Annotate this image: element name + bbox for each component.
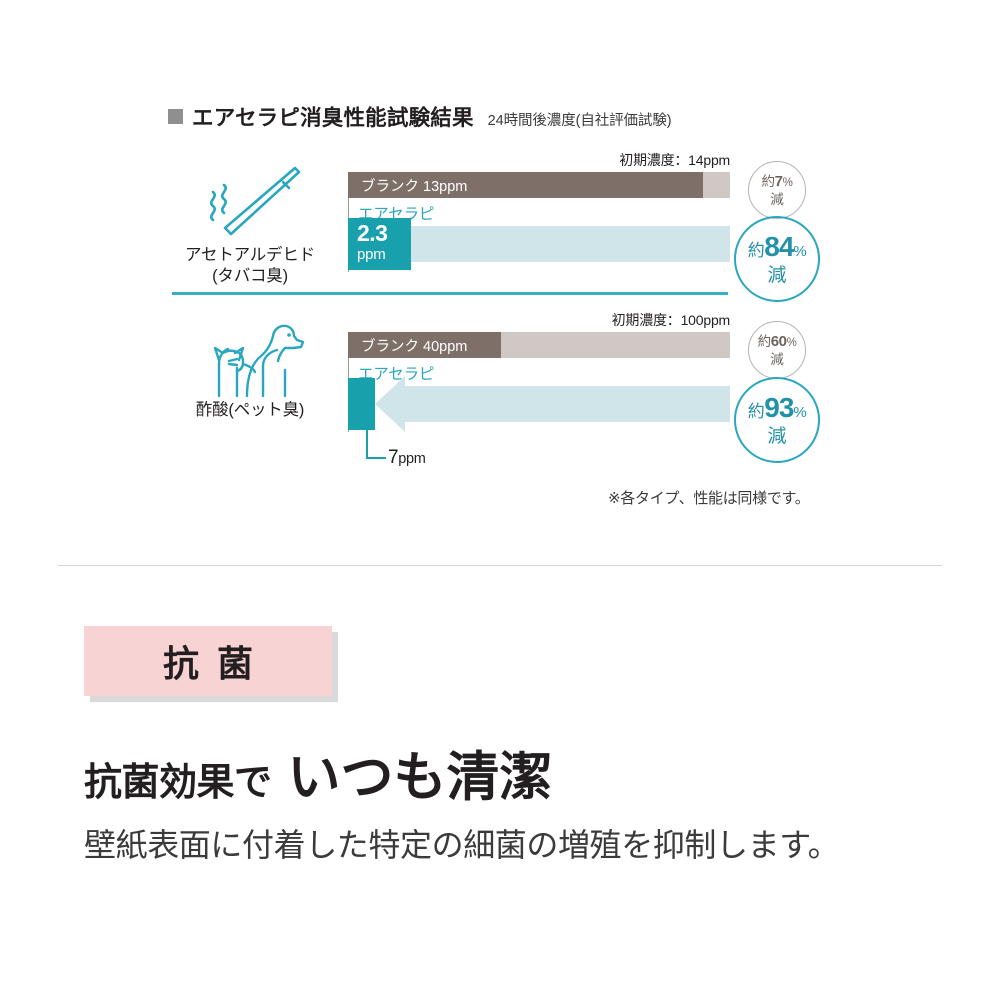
antibacterial-headline: 抗菌効果で いつも清潔 xyxy=(84,735,553,811)
badge-number: 7 xyxy=(774,172,783,190)
badge-number: 84 xyxy=(764,231,794,262)
callout-leader-horizontal xyxy=(366,457,386,459)
callout-text: 7ppm xyxy=(388,447,426,469)
badge-product-reduction-2: 約 93% 減 xyxy=(734,377,820,463)
blank-bar-label: ブランク 40ppm xyxy=(361,338,468,355)
badge-top-line: 約 7% xyxy=(762,174,793,190)
product-unit: ppm xyxy=(357,246,386,263)
product-bar xyxy=(348,378,375,430)
blank-bar-fill: ブランク 40ppm xyxy=(348,332,501,358)
product-value-group: 2.3 ppm xyxy=(357,220,388,263)
antibacterial-banner: 抗菌 xyxy=(84,626,332,696)
chart-title-sub: 24時間後濃度(自社評価試験) xyxy=(487,113,672,129)
initial-concentration-label: 初期濃度：100ppm xyxy=(611,312,731,328)
badge-number: 93 xyxy=(764,392,794,423)
row-divider xyxy=(172,292,728,295)
badge-prefix: 約 xyxy=(761,173,776,189)
badge-prefix: 約 xyxy=(747,241,765,260)
cat-dog-icon xyxy=(160,318,340,400)
badge-top-line: 約 60% xyxy=(758,334,797,350)
specimen-name: 酢酸(ペット臭) xyxy=(195,401,305,419)
product-unit: ppm xyxy=(398,451,426,467)
antibacterial-banner-wrap: 抗菌 xyxy=(84,626,338,702)
badge-suffix: 減 xyxy=(770,352,784,367)
badge-top-line: 約 84% xyxy=(748,233,807,261)
arrow-band xyxy=(405,386,730,422)
specimen-acetaldehyde: アセトアルデヒド (タバコ臭) xyxy=(160,163,340,287)
badge-prefix: 約 xyxy=(757,333,772,349)
headline-big: いつも清潔 xyxy=(287,748,553,807)
product-bar: 2.3 ppm xyxy=(348,218,411,270)
badge-blank-reduction-2: 約 60% 減 xyxy=(748,321,806,379)
badge-prefix: 約 xyxy=(747,402,765,421)
badge-percent: % xyxy=(793,404,807,421)
badge-top-line: 約 93% xyxy=(748,394,807,422)
square-marker-icon xyxy=(168,109,183,124)
antibacterial-body-text: 壁紙表面に付着した特定の細菌の増殖を抑制します。 xyxy=(84,827,840,863)
blank-bar-fill: ブランク 13ppm xyxy=(348,172,703,198)
badge-percent: % xyxy=(786,336,797,349)
specimen-sub: (タバコ臭) xyxy=(212,266,288,285)
chart-title-main: エアセラピ消臭性能試験結果 xyxy=(192,106,474,130)
product-value: 2.3 xyxy=(357,220,388,246)
badge-suffix: 減 xyxy=(767,426,787,447)
antibacterial-banner-label: 抗菌 xyxy=(162,643,271,684)
badge-percent: % xyxy=(793,243,807,260)
badge-suffix: 減 xyxy=(767,265,787,286)
product-value-callout: 7ppm xyxy=(366,420,486,470)
callout-leader-vertical xyxy=(366,420,368,458)
badge-blank-reduction-1: 約 7% 減 xyxy=(748,161,806,219)
arrow-band xyxy=(411,226,730,262)
cigarette-icon xyxy=(160,163,340,245)
initial-concentration-label: 初期濃度：14ppm xyxy=(619,152,730,168)
section-divider xyxy=(58,565,942,566)
arrow-head xyxy=(375,376,405,432)
deodorant-test-section: エアセラピ消臭性能試験結果 24時間後濃度(自社評価試験) アセトアルデヒド (… xyxy=(160,101,820,507)
badge-number: 60 xyxy=(770,332,787,350)
blank-bar-label: ブランク 13ppm xyxy=(361,178,468,195)
badge-suffix: 減 xyxy=(770,192,784,207)
blank-bar-track: ブランク 40ppm xyxy=(348,332,730,358)
headline-small: 抗菌効果で xyxy=(84,762,272,804)
chart-title: エアセラピ消臭性能試験結果 24時間後濃度(自社評価試験) xyxy=(168,101,672,132)
reduction-arrow xyxy=(348,376,730,432)
chart-footnote: ※各タイプ、性能は同様です。 xyxy=(608,490,810,507)
specimen-acetic-acid: 酢酸(ペット臭) xyxy=(160,318,340,421)
badge-percent: % xyxy=(782,176,793,189)
blank-bar-track: ブランク 13ppm xyxy=(348,172,730,198)
product-value: 7 xyxy=(388,447,399,468)
specimen-name: アセトアルデヒド xyxy=(185,246,315,264)
badge-product-reduction-1: 約 84% 減 xyxy=(734,216,820,302)
